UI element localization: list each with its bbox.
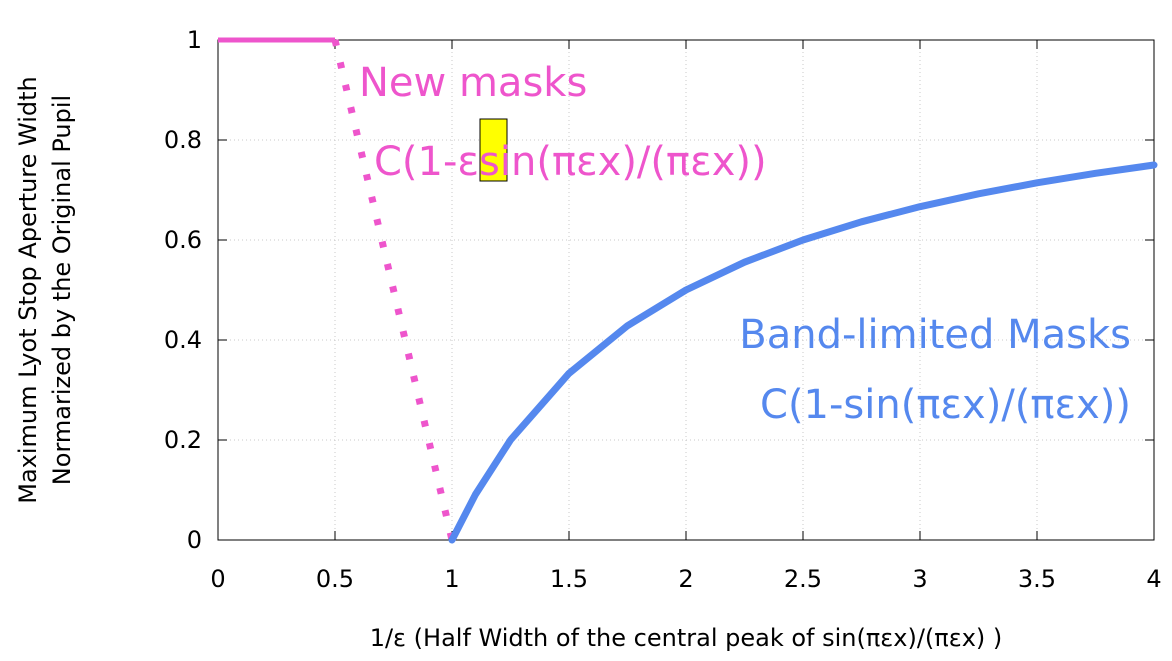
y-axis-ticks: 0 0.2 0.4 0.6 0.8 1: [164, 26, 1154, 554]
x-tick-label: 3.5: [1018, 565, 1056, 593]
y-tick-label: 0.8: [164, 126, 202, 154]
y-axis-label: Maximum Lyot Stop Aperture Width Normari…: [14, 76, 76, 504]
y-tick-label: 0: [187, 526, 202, 554]
y-tick-label: 1: [187, 26, 202, 54]
x-tick-label: 4: [1146, 565, 1161, 593]
x-tick-label: 0.5: [316, 565, 354, 593]
x-axis-label: 1/ε (Half Width of the central peak of s…: [370, 624, 1003, 652]
highlight-box: [479, 118, 508, 182]
band-limited-formula: C(1-sin(πεx)/(πεx)): [760, 382, 1131, 428]
x-tick-label: 0: [210, 565, 225, 593]
x-axis-ticks: 0 0.5 1 1.5 2 2.5 3 3.5 4: [210, 40, 1162, 593]
new-masks-title: New masks: [359, 60, 587, 106]
y-axis-label-line-1: Maximum Lyot Stop Aperture Width: [14, 76, 42, 504]
band-limited-title: Band-limited Masks: [739, 312, 1131, 358]
x-tick-label: 1: [444, 565, 459, 593]
y-axis-label-line-2: Normarized by the Original Pupil: [48, 95, 76, 485]
y-tick-label: 0.2: [164, 426, 202, 454]
grid-lines: [218, 40, 1154, 540]
y-tick-label: 0.6: [164, 226, 202, 254]
series-group: [218, 37, 1158, 544]
x-tick-label: 3: [912, 565, 927, 593]
y-tick-label: 0.4: [164, 326, 202, 354]
new-masks-formula: C(1-εsin(πεx)/(πεx)): [374, 139, 767, 185]
band-limited-line: [448, 161, 1158, 544]
new-masks-dotted-line: [331, 39, 456, 541]
x-tick-label: 2.5: [784, 565, 822, 593]
x-tick-label: 2: [678, 565, 693, 593]
x-tick-label: 1.5: [550, 565, 588, 593]
